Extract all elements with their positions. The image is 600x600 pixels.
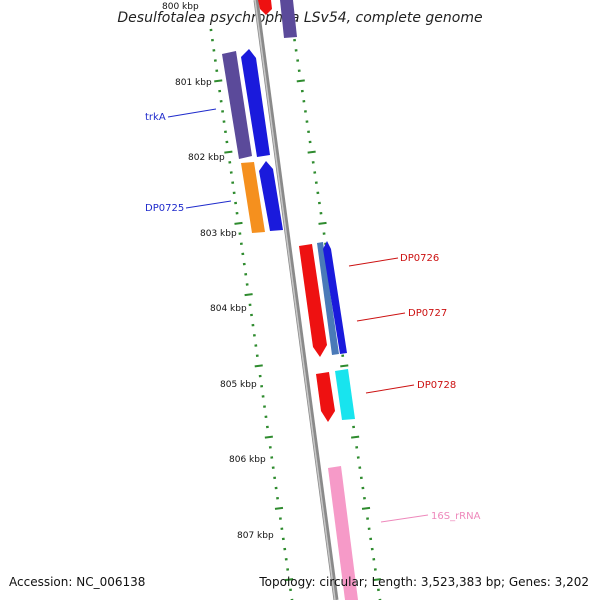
backbone-highlight: [254, 0, 336, 600]
kbp-label-804: 804 kbp: [210, 304, 247, 314]
ruler-tick-left: [264, 435, 273, 439]
kbp-labels: 800 kbp 801 kbp 802 kbp 803 kbp 804 kbp …: [162, 2, 274, 541]
ruler-tick-right: [361, 506, 371, 510]
leader-line-DP0725: [185, 200, 232, 209]
gene-feature-blue-DP0725[interactable]: [259, 161, 283, 231]
ruler-tick-right: [307, 150, 316, 154]
gene-feature-blue-DP0727[interactable]: [323, 241, 347, 354]
leader-line-DP0728: [365, 384, 415, 394]
ruler-tick-left: [244, 293, 253, 297]
genome-backbone: [253, 0, 339, 600]
gene-feature-blue-trkA[interactable]: [241, 49, 270, 157]
kbp-label-803: 803 kbp: [200, 229, 237, 239]
leader-line-DP0727: [356, 312, 406, 322]
gene-label-DP0728[interactable]: DP0728: [417, 380, 456, 391]
ruler-tick-right: [372, 578, 382, 582]
ruler-tick-left: [284, 578, 294, 582]
ruler-tick-left: [224, 150, 233, 154]
gene-labels: trkA DP0725 DP0726 DP0727 DP0728 16S_rRN…: [145, 108, 481, 523]
gene-label-trkA[interactable]: trkA: [145, 112, 166, 123]
kbp-label-805: 805 kbp: [220, 380, 257, 390]
kbp-label-802: 802 kbp: [188, 153, 225, 163]
gene-feature-pink-16S-rRNA[interactable]: [328, 466, 358, 600]
ruler-tick-left: [214, 79, 223, 83]
ruler-tick-right: [318, 221, 327, 225]
gene-label-DP0727[interactable]: DP0727: [408, 308, 447, 319]
kbp-label-801: 801 kbp: [175, 78, 212, 88]
leader-line-DP0726: [348, 257, 399, 267]
leader-line-16S-rRNA: [380, 514, 429, 523]
ruler-tick-right: [340, 364, 349, 368]
gene-label-DP0726[interactable]: DP0726: [400, 253, 439, 264]
ruler-tick-right: [351, 435, 360, 439]
kbp-label-800: 800 kbp: [162, 2, 199, 12]
gene-feature-purple-trkA[interactable]: [222, 51, 252, 159]
accession-text: Accession: NC_006138: [9, 575, 146, 589]
map-title: Desulfotalea psychrophila LSv54, complet…: [117, 10, 483, 26]
leader-line-trkA: [167, 108, 217, 118]
gene-feature-orange-DP0725[interactable]: [241, 162, 265, 233]
gene-feature-purple-top[interactable]: [280, 0, 297, 38]
gene-label-DP0725[interactable]: DP0725: [145, 203, 184, 214]
ruler-tick-right: [296, 79, 305, 83]
ruler-tick-left: [274, 506, 284, 510]
kbp-label-807: 807 kbp: [237, 531, 274, 541]
gene-feature-red-top[interactable]: [258, 0, 272, 15]
gene-feature-cyan-DP0728[interactable]: [335, 369, 355, 420]
gene-features[interactable]: [222, 0, 358, 600]
topology-summary: Topology: circular; Length: 3,523,383 bp…: [259, 575, 589, 589]
kbp-label-806: 806 kbp: [229, 455, 266, 465]
gene-feature-red-DP0728[interactable]: [316, 372, 335, 422]
gene-feature-red-DP0726[interactable]: [299, 244, 327, 357]
ruler-tick-left: [254, 364, 263, 368]
gene-feature-steelblue-DP0726[interactable]: [317, 242, 339, 355]
gene-label-16S-rRNA[interactable]: 16S_rRNA: [431, 511, 481, 522]
ruler-tick-left: [234, 221, 243, 225]
